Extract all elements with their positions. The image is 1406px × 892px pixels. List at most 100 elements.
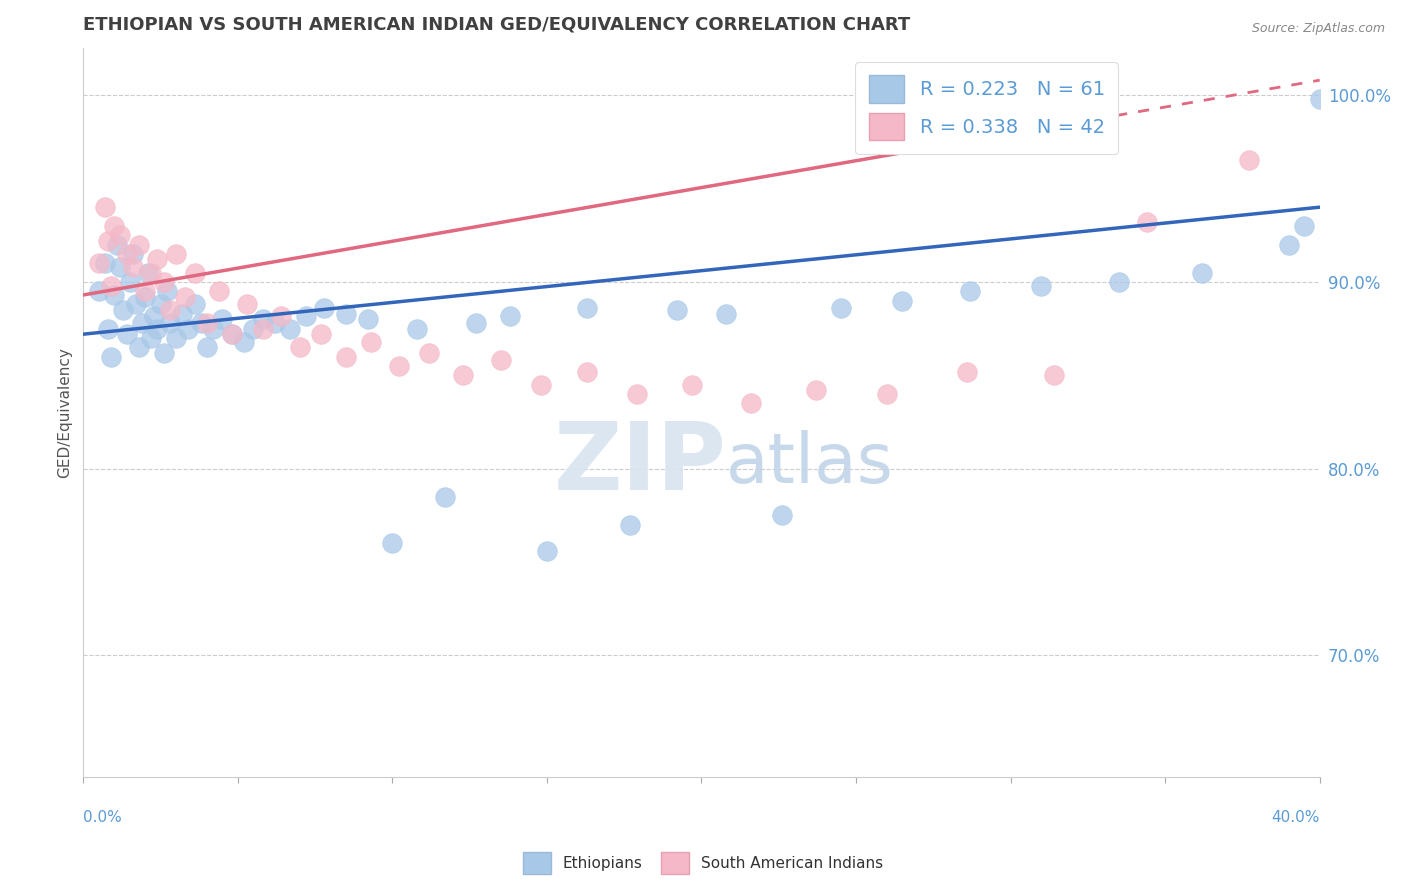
Point bbox=[576, 301, 599, 315]
Point bbox=[295, 309, 318, 323]
Point bbox=[172, 307, 194, 321]
Point bbox=[141, 266, 163, 280]
Y-axis label: GED/Equivalency: GED/Equivalency bbox=[58, 347, 72, 478]
Point bbox=[134, 284, 156, 298]
Point bbox=[152, 275, 174, 289]
Point bbox=[489, 353, 512, 368]
Point bbox=[530, 377, 553, 392]
Point bbox=[87, 284, 110, 298]
Point bbox=[211, 312, 233, 326]
Point bbox=[770, 508, 793, 523]
Point bbox=[1031, 278, 1053, 293]
Point bbox=[242, 321, 264, 335]
Point bbox=[891, 293, 914, 308]
Point bbox=[112, 302, 135, 317]
Point bbox=[1278, 237, 1301, 252]
Point bbox=[453, 368, 475, 383]
Point bbox=[335, 350, 357, 364]
Text: 0.0%: 0.0% bbox=[83, 811, 122, 825]
Point bbox=[280, 321, 302, 335]
Point bbox=[103, 219, 125, 233]
Point bbox=[716, 307, 738, 321]
Point bbox=[152, 346, 174, 360]
Point bbox=[159, 316, 181, 330]
Text: ETHIOPIAN VS SOUTH AMERICAN INDIAN GED/EQUIVALENCY CORRELATION CHART: ETHIOPIAN VS SOUTH AMERICAN INDIAN GED/E… bbox=[83, 15, 911, 33]
Point bbox=[149, 297, 172, 311]
Point bbox=[156, 284, 179, 298]
Point bbox=[418, 346, 440, 360]
Point bbox=[128, 237, 150, 252]
Point bbox=[103, 288, 125, 302]
Point bbox=[143, 309, 166, 323]
Point bbox=[94, 256, 117, 270]
Point bbox=[740, 396, 762, 410]
Point bbox=[252, 321, 274, 335]
Point bbox=[105, 237, 128, 252]
Point bbox=[1294, 219, 1316, 233]
Point bbox=[536, 543, 558, 558]
Point bbox=[202, 321, 225, 335]
Point bbox=[115, 247, 138, 261]
Point bbox=[165, 247, 187, 261]
Point bbox=[183, 297, 205, 311]
Point bbox=[110, 260, 132, 274]
Point bbox=[177, 321, 200, 335]
Point bbox=[381, 536, 404, 550]
Point bbox=[665, 302, 688, 317]
Point bbox=[356, 312, 378, 326]
Point bbox=[121, 260, 143, 274]
Point bbox=[1043, 368, 1066, 383]
Point bbox=[100, 350, 122, 364]
Point bbox=[499, 309, 522, 323]
Point bbox=[97, 321, 120, 335]
Point bbox=[314, 301, 336, 315]
Point bbox=[311, 327, 333, 342]
Point bbox=[118, 275, 141, 289]
Point bbox=[830, 301, 852, 315]
Point bbox=[115, 327, 138, 342]
Point bbox=[1135, 215, 1157, 229]
Point bbox=[1309, 92, 1331, 106]
Point bbox=[433, 490, 456, 504]
Text: Source: ZipAtlas.com: Source: ZipAtlas.com bbox=[1251, 22, 1385, 36]
Point bbox=[100, 278, 122, 293]
Legend: Ethiopians, South American Indians: Ethiopians, South American Indians bbox=[517, 846, 889, 880]
Point bbox=[619, 517, 641, 532]
Point bbox=[146, 252, 169, 267]
Point bbox=[464, 316, 486, 330]
Point bbox=[110, 228, 132, 243]
Point bbox=[208, 284, 231, 298]
Point bbox=[136, 266, 159, 280]
Legend: R = 0.223   N = 61, R = 0.338   N = 42: R = 0.223 N = 61, R = 0.338 N = 42 bbox=[855, 62, 1118, 153]
Point bbox=[159, 302, 181, 317]
Point bbox=[97, 234, 120, 248]
Point bbox=[252, 312, 274, 326]
Point bbox=[146, 321, 169, 335]
Point bbox=[183, 266, 205, 280]
Point bbox=[236, 297, 259, 311]
Point bbox=[804, 383, 827, 397]
Point bbox=[221, 327, 243, 342]
Point bbox=[125, 297, 148, 311]
Point bbox=[195, 316, 218, 330]
Text: atlas: atlas bbox=[727, 430, 894, 497]
Point bbox=[335, 307, 357, 321]
Point bbox=[406, 321, 429, 335]
Point bbox=[681, 377, 703, 392]
Point bbox=[626, 387, 648, 401]
Point bbox=[87, 256, 110, 270]
Point bbox=[956, 365, 979, 379]
Point bbox=[876, 387, 898, 401]
Point bbox=[959, 284, 981, 298]
Point bbox=[1237, 153, 1260, 168]
Point bbox=[233, 334, 256, 349]
Point bbox=[131, 316, 153, 330]
Point bbox=[141, 331, 163, 345]
Point bbox=[174, 290, 197, 304]
Point bbox=[134, 290, 156, 304]
Point bbox=[165, 331, 187, 345]
Point bbox=[1191, 266, 1213, 280]
Point bbox=[270, 309, 292, 323]
Text: 40.0%: 40.0% bbox=[1271, 811, 1320, 825]
Point bbox=[1108, 275, 1130, 289]
